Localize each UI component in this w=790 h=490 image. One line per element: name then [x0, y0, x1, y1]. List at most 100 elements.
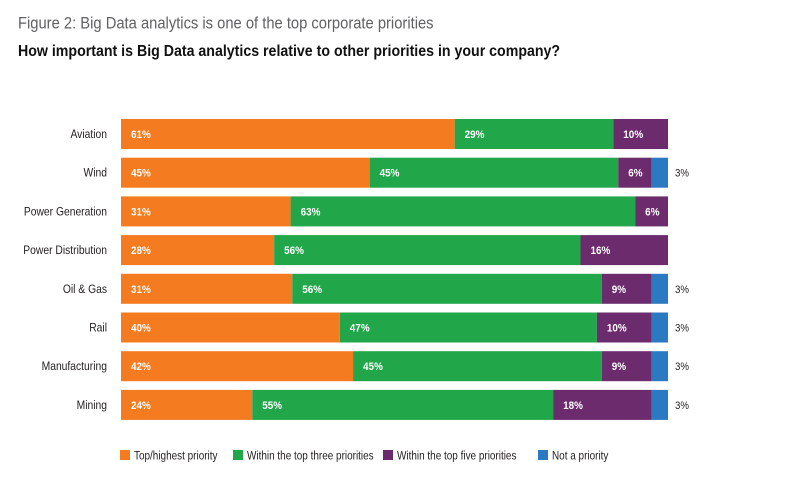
- value-label-mining-not-a-priority: 3%: [675, 400, 689, 412]
- bar-segment-power-generation-top-highest-priority: [121, 196, 291, 227]
- bar-segment-rail-within-the-top-five-priorities: [596, 312, 652, 343]
- value-unit: %: [312, 207, 321, 219]
- value-number: 3: [675, 362, 681, 374]
- value-label-power-distribution-within-the-top-five-priorities: 16%: [590, 246, 610, 258]
- value-unit: %: [617, 284, 626, 296]
- value-number: 63: [301, 207, 312, 219]
- value-label-manufacturing-not-a-priority: 3%: [675, 362, 689, 374]
- value-unit: %: [634, 130, 643, 142]
- value-unit: %: [142, 207, 151, 219]
- category-label-wind: Wind: [83, 167, 107, 180]
- category-label-oil-gas: Oil & Gas: [63, 283, 108, 296]
- value-unit: %: [680, 323, 689, 335]
- bar-rows: Aviation 61% 29% 10%Wind 45% 45% 6% 3%Power Gen…: [23, 119, 689, 420]
- legend-item-top-highest-priority: Top/highest priority: [120, 450, 218, 463]
- bar-row-power-distribution: Power Distribution 28% 56% 16%: [23, 235, 668, 266]
- bar-row-manufacturing: Manufacturing 42% 45% 9% 3%: [42, 351, 689, 382]
- bar-segment-power-generation-within-the-top-five-priorities: [635, 196, 668, 227]
- bar-segment-wind-within-the-top-three-priorities: [369, 157, 619, 188]
- bar-row-power-generation: Power Generation 31% 63% 6%: [24, 196, 668, 227]
- category-label-rail: Rail: [89, 322, 107, 335]
- value-number: 31: [131, 207, 142, 219]
- value-unit: %: [142, 130, 151, 142]
- value-label-aviation-top-highest-priority: 61%: [131, 130, 151, 142]
- bar-segment-oil-gas-within-the-top-three-priorities: [292, 273, 602, 304]
- category-label-aviation: Aviation: [70, 128, 107, 141]
- category-label-power-distribution: Power Distribution: [23, 244, 107, 257]
- value-label-wind-not-a-priority: 3%: [675, 168, 689, 180]
- value-number: 56: [284, 246, 295, 258]
- bar-row-wind: Wind 45% 45% 6% 3%: [83, 157, 689, 188]
- value-unit: %: [295, 246, 304, 258]
- value-number: 6: [645, 207, 651, 219]
- bar-segment-manufacturing-within-the-top-five-priorities: [601, 351, 652, 382]
- bar-segment-aviation-within-the-top-five-priorities: [613, 119, 668, 149]
- value-number: 61: [131, 130, 142, 142]
- legend-item-not-a-priority: Not a priority: [538, 450, 609, 463]
- value-unit: %: [617, 362, 626, 374]
- bar-segment-oil-gas-not-a-priority: [651, 273, 668, 304]
- value-number: 40: [131, 323, 142, 335]
- legend: Top/highest priority Within the top three…: [120, 450, 609, 463]
- value-unit: %: [142, 284, 151, 296]
- bar-segment-oil-gas-within-the-top-five-priorities: [601, 273, 652, 304]
- value-label-manufacturing-top-highest-priority: 42%: [131, 362, 151, 374]
- value-label-manufacturing-within-the-top-five-priorities: 9%: [612, 362, 627, 374]
- value-label-power-generation-within-the-top-three-priorities: 63%: [301, 207, 321, 219]
- value-label-power-generation-within-the-top-five-priorities: 6%: [645, 207, 660, 219]
- bar-segment-power-distribution-within-the-top-five-priorities: [580, 235, 668, 266]
- value-label-aviation-within-the-top-three-priorities: 29%: [465, 130, 485, 142]
- bar-segment-manufacturing-within-the-top-three-priorities: [353, 351, 602, 382]
- value-label-oil-gas-within-the-top-three-priorities: 56%: [302, 284, 322, 296]
- bar-segment-manufacturing-not-a-priority: [651, 351, 668, 382]
- value-number: 3: [675, 323, 681, 335]
- value-label-rail-within-the-top-five-priorities: 10%: [607, 323, 627, 335]
- value-label-wind-within-the-top-five-priorities: 6%: [628, 168, 643, 180]
- legend-item-within-the-top-three-priorities: Within the top three priorities: [233, 450, 374, 463]
- value-label-rail-within-the-top-three-priorities: 47%: [350, 323, 370, 335]
- category-label-manufacturing: Manufacturing: [42, 361, 107, 374]
- bar-segment-mining-within-the-top-five-priorities: [553, 389, 652, 420]
- legend-swatch-within-the-top-three-priorities: [233, 450, 243, 460]
- value-unit: %: [476, 130, 485, 142]
- bar-row-mining: Mining 24% 55% 18% 3%: [77, 389, 689, 420]
- value-unit: %: [680, 400, 689, 412]
- value-number: 47: [350, 323, 361, 335]
- bar-segment-wind-not-a-priority: [651, 157, 668, 188]
- value-number: 18: [563, 400, 574, 412]
- value-unit: %: [680, 284, 689, 296]
- legend-swatch-top-highest-priority: [120, 450, 130, 460]
- value-label-aviation-within-the-top-five-priorities: 10%: [623, 130, 643, 142]
- value-unit: %: [361, 323, 370, 335]
- value-unit: %: [142, 246, 151, 258]
- bar-segment-aviation-top-highest-priority: [121, 119, 455, 149]
- value-label-mining-within-the-top-three-priorities: 55%: [262, 400, 282, 412]
- legend-swatch-not-a-priority: [538, 450, 548, 460]
- figure-subtitle: How important is Big Data analytics rela…: [18, 42, 560, 60]
- value-label-rail-not-a-priority: 3%: [675, 323, 689, 335]
- value-unit: %: [142, 362, 151, 374]
- legend-swatch-within-the-top-five-priorities: [383, 450, 393, 460]
- category-label-mining: Mining: [77, 399, 107, 412]
- value-number: 16: [590, 246, 601, 258]
- value-label-manufacturing-within-the-top-three-priorities: 45%: [363, 362, 383, 374]
- value-label-oil-gas-not-a-priority: 3%: [675, 284, 689, 296]
- bar-segment-rail-top-highest-priority: [121, 312, 340, 343]
- bar-segment-wind-top-highest-priority: [121, 157, 370, 188]
- value-number: 28: [131, 246, 142, 258]
- value-unit: %: [634, 168, 643, 180]
- value-label-oil-gas-top-highest-priority: 31%: [131, 284, 151, 296]
- value-number: 45: [363, 362, 374, 374]
- value-number: 3: [675, 400, 681, 412]
- value-number: 55: [262, 400, 273, 412]
- legend-label-top-highest-priority: Top/highest priority: [134, 450, 218, 463]
- bar-segment-rail-not-a-priority: [651, 312, 668, 343]
- value-unit: %: [601, 246, 610, 258]
- category-label-power-generation: Power Generation: [24, 206, 107, 219]
- bar-segment-oil-gas-top-highest-priority: [121, 273, 293, 304]
- value-unit: %: [618, 323, 627, 335]
- bar-row-rail: Rail 40% 47% 10% 3%: [89, 312, 689, 343]
- legend-label-within-the-top-five-priorities: Within the top five priorities: [397, 450, 517, 463]
- bar-segment-wind-within-the-top-five-priorities: [618, 157, 652, 188]
